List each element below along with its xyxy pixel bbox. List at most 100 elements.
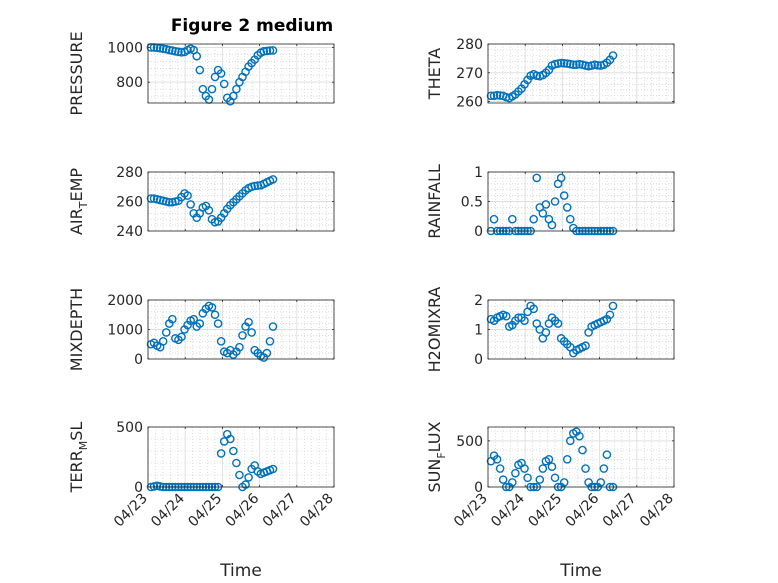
data-point — [550, 473, 560, 483]
data-point — [581, 341, 590, 351]
data-point — [523, 473, 532, 483]
data-point — [195, 65, 205, 75]
y-tick-label: 2 — [474, 293, 483, 309]
data-point — [550, 197, 560, 206]
data-point — [605, 310, 615, 320]
y-tick-label: 1000 — [107, 323, 143, 339]
data-point — [158, 336, 168, 346]
data-point — [213, 319, 223, 328]
data-point — [198, 84, 208, 94]
y-tick-label: 270 — [456, 66, 483, 82]
data-point — [216, 449, 226, 458]
data-point — [219, 79, 229, 89]
y-tick-label: 260 — [116, 195, 143, 211]
data-point — [569, 60, 578, 70]
data-point — [174, 47, 183, 57]
data-point — [547, 462, 557, 471]
x-axis-label: Time — [559, 561, 602, 581]
data-point — [593, 60, 603, 70]
data-point — [535, 475, 545, 484]
data-point — [232, 84, 241, 94]
data-point — [268, 175, 278, 184]
data-point — [501, 311, 511, 321]
data-point — [529, 304, 538, 314]
data-point — [511, 468, 520, 478]
data-point — [259, 46, 269, 56]
data-point — [164, 197, 174, 207]
data-point — [262, 348, 272, 358]
subplot-pressure: 800 1000 PRESSURE — [67, 31, 335, 116]
figure-title: Figure 2 medium — [171, 16, 333, 36]
axes-frame — [147, 426, 335, 488]
y-tick-label: 2000 — [107, 293, 143, 309]
data-point — [210, 310, 220, 320]
data-point — [183, 191, 192, 200]
x-tick-label: 04/27 — [260, 491, 300, 531]
y-axis-label: AIRTEMP — [67, 168, 90, 235]
data-point — [578, 445, 587, 455]
data-point — [575, 431, 584, 441]
data-point — [171, 46, 180, 56]
data-point — [262, 46, 272, 56]
y-axis-label: PRESSURE — [67, 31, 86, 115]
y-tick-label: 800 — [116, 75, 143, 91]
data-point — [225, 434, 235, 444]
data-point — [250, 181, 259, 191]
data-point — [486, 91, 496, 101]
data-point — [562, 203, 572, 212]
data-point — [158, 44, 168, 53]
data-point — [244, 473, 253, 482]
data-point — [241, 480, 250, 489]
data-point — [602, 450, 612, 459]
data-point — [195, 319, 205, 328]
x-tick-label: 04/25 — [185, 491, 225, 531]
axes-frame — [147, 43, 335, 104]
data-point — [216, 69, 226, 78]
x-axis-label: Time — [219, 561, 262, 581]
axes-frame — [487, 171, 675, 232]
data-point — [229, 91, 238, 101]
data-point — [168, 314, 177, 324]
y-tick-label: 240 — [116, 224, 143, 240]
x-tick-label: 04/24 — [488, 490, 528, 530]
data-point — [235, 470, 244, 480]
y-axis-label: TERRMSL — [67, 422, 90, 494]
data-point — [538, 464, 548, 473]
data-point — [189, 314, 198, 324]
y-tick-label: 1 — [474, 165, 483, 181]
axes-background — [488, 427, 674, 487]
data-point — [216, 336, 226, 346]
y-tick-label: 0.5 — [461, 195, 483, 211]
data-point — [508, 478, 517, 487]
x-tick-label: 04/23 — [451, 491, 491, 531]
data-point — [247, 328, 256, 337]
subplot-mixdepth: 0 1000 2000 MIXDEPTH — [67, 288, 335, 371]
x-tick-label: 04/26 — [563, 490, 603, 530]
y-tick-label: 0 — [474, 352, 483, 368]
y-axis-label: SUNFLUX — [425, 421, 448, 492]
data-point — [541, 200, 551, 209]
data-point — [556, 173, 566, 183]
axes-frame — [487, 299, 675, 360]
data-point — [495, 464, 505, 473]
x-tick-label: 04/28 — [297, 491, 337, 531]
data-point — [559, 58, 569, 68]
data-point — [207, 303, 217, 312]
x-tick-label: 04/23 — [111, 491, 151, 531]
data-point — [596, 478, 606, 487]
data-point — [559, 191, 569, 200]
data-point — [146, 194, 156, 203]
subplot-rainfall: 0 0.5 1 RAINFALL — [425, 164, 675, 240]
data-point — [565, 436, 575, 446]
data-point — [238, 331, 247, 340]
data-point — [532, 173, 542, 183]
data-point — [235, 342, 244, 352]
data-point — [520, 464, 529, 473]
y-axis-label: THETA — [425, 48, 444, 100]
y-tick-label: 500 — [456, 434, 483, 450]
data-point — [177, 332, 186, 342]
data-point — [559, 478, 569, 487]
subplot-h2omixra: 0 1 2 H2OMIXRA — [425, 287, 675, 372]
data-point — [164, 45, 174, 55]
data-point — [520, 316, 529, 325]
